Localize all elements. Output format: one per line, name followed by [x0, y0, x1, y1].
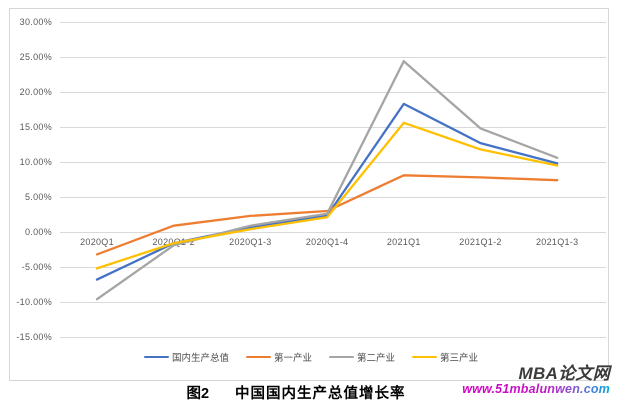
x-axis-tick-label: 2020Q1-4 [305, 237, 349, 247]
y-axis-tick-label: 5.00% [24, 192, 52, 202]
y-axis-tick-label: 0.00% [24, 227, 52, 237]
chart-frame [9, 8, 609, 381]
series-line-第一产业 [95, 174, 559, 256]
y-axis-tick-label: 15.00% [19, 122, 52, 132]
y-axis-tick-label: -10.00% [16, 297, 52, 307]
chart-legend: 国内生产总值 第一产业 第二产业 第三产业 [0, 350, 622, 364]
legend-item: 第三产业 [412, 350, 478, 364]
y-axis-tick-label: 25.00% [19, 52, 52, 62]
x-axis-tick-label: 2020Q1-3 [229, 237, 272, 247]
y-axis-tick-label: 20.00% [19, 87, 52, 97]
x-axis-tick-label: 2021Q1 [386, 237, 421, 247]
series-line-第二产业 [95, 60, 559, 301]
legend-label: 国内生产总值 [171, 353, 229, 364]
figure-caption: 图2 中国国内生产总值增长率 [0, 382, 592, 403]
x-axis-tick-label: 2021Q1-2 [459, 237, 502, 247]
x-axis-tick-label: 2020Q1 [80, 237, 114, 247]
figure-title: 中国国内生产总值增长率 [235, 386, 406, 402]
watermark: MBA论文网 www.51mbalunwen.com [462, 365, 610, 396]
legend-line-swatch [245, 355, 271, 359]
legend-label: 第三产业 [440, 353, 479, 364]
figure-number: 图2 [186, 386, 210, 402]
y-axis-tick-label: -5.00% [21, 262, 52, 272]
watermark-url: www.51mbalunwen.com [462, 381, 610, 396]
series-line-第三产业 [95, 121, 559, 270]
legend-line-swatch [329, 355, 354, 359]
legend-item: 第二产业 [329, 350, 395, 364]
x-axis-tick-label: 2020Q1-2 [152, 237, 195, 247]
legend-label: 第二产业 [357, 353, 396, 364]
legend-line-swatch [143, 355, 169, 359]
watermark-brand: MBA论文网 [518, 364, 610, 383]
x-axis-tick-label: 2021Q1-3 [535, 237, 579, 247]
legend-line-swatch [412, 355, 438, 359]
y-axis-tick-label: 30.00% [19, 17, 52, 27]
legend-item: 国内生产总值 [143, 350, 229, 364]
legend-label: 第一产业 [273, 353, 312, 364]
y-axis-tick-label: 10.00% [19, 157, 52, 167]
legend-item: 第一产业 [245, 350, 312, 364]
y-axis-tick-label: -15.00% [16, 332, 52, 342]
